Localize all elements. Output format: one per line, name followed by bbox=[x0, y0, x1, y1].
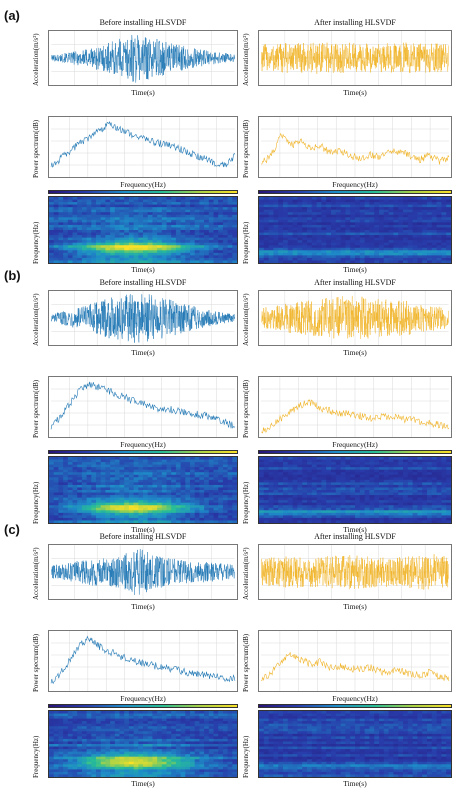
panel-letter: (c) bbox=[4, 522, 20, 537]
frequency-axis-label: Frequency(Hz) bbox=[258, 694, 452, 703]
acceleration-plot bbox=[258, 544, 452, 600]
acceleration-plot bbox=[48, 30, 238, 86]
acceleration-axis-label: Acceleration(m/s²) bbox=[242, 33, 250, 86]
acceleration-plot bbox=[258, 290, 452, 346]
acceleration-axis-label: Acceleration(m/s²) bbox=[32, 33, 40, 86]
spectrogram-svg bbox=[259, 197, 451, 263]
time-axis-label: Time(s) bbox=[48, 348, 238, 357]
time-axis-label: Time(s) bbox=[258, 602, 452, 611]
spectrogram-svg bbox=[49, 457, 237, 523]
colorbar bbox=[258, 450, 452, 454]
colorbar bbox=[48, 704, 238, 708]
spectrogram-svg bbox=[49, 197, 237, 263]
spectrogram-svg bbox=[49, 711, 237, 777]
power-axis-label: Power spectrum(dB) bbox=[32, 120, 40, 178]
power-spectrum-plot bbox=[258, 630, 452, 692]
acceleration-axis-label: Acceleration(m/s²) bbox=[242, 547, 250, 600]
acceleration-plot-svg bbox=[259, 31, 451, 85]
power-spectrum-plot bbox=[48, 116, 238, 178]
spectrogram bbox=[258, 710, 452, 778]
power-plot-svg bbox=[49, 377, 237, 437]
spectrogram-frequency-axis-label: Frequency(Hz) bbox=[32, 482, 40, 524]
time-axis-label: Time(s) bbox=[258, 348, 452, 357]
spectrogram-time-axis-label: Time(s) bbox=[258, 265, 452, 274]
power-plot-svg bbox=[49, 631, 237, 691]
acceleration-plot bbox=[48, 544, 238, 600]
acceleration-axis-label: Acceleration(m/s²) bbox=[32, 293, 40, 346]
acceleration-axis-label: Acceleration(m/s²) bbox=[242, 293, 250, 346]
spectrogram-frequency-axis-label: Frequency(Hz) bbox=[32, 222, 40, 264]
before-title: Before installing HLSVDF bbox=[43, 532, 243, 541]
frequency-axis-label: Frequency(Hz) bbox=[48, 694, 238, 703]
spectrogram bbox=[258, 196, 452, 264]
power-plot-svg bbox=[49, 117, 237, 177]
power-spectrum-plot bbox=[48, 376, 238, 438]
acceleration-plot bbox=[258, 30, 452, 86]
time-axis-label: Time(s) bbox=[258, 88, 452, 97]
panel-letter: (a) bbox=[4, 8, 20, 23]
grid-lines bbox=[261, 377, 449, 437]
time-axis-label: Time(s) bbox=[48, 88, 238, 97]
grid-lines bbox=[51, 377, 235, 437]
grid-lines bbox=[261, 117, 449, 177]
power-plot-svg bbox=[259, 631, 451, 691]
before-title: Before installing HLSVDF bbox=[43, 278, 243, 287]
spectrogram-time-axis-label: Time(s) bbox=[258, 779, 452, 788]
spectrogram-svg bbox=[259, 457, 451, 523]
panel-letter: (b) bbox=[4, 268, 21, 283]
power-axis-label: Power spectrum(dB) bbox=[242, 634, 250, 692]
power-axis-label: Power spectrum(dB) bbox=[242, 380, 250, 438]
power-spectrum-plot bbox=[258, 376, 452, 438]
spectrogram-time-axis-label: Time(s) bbox=[48, 265, 238, 274]
acceleration-plot-svg bbox=[49, 545, 237, 599]
power-axis-label: Power spectrum(dB) bbox=[32, 380, 40, 438]
colorbar bbox=[258, 190, 452, 194]
power-axis-label: Power spectrum(dB) bbox=[242, 120, 250, 178]
spectrogram bbox=[48, 710, 238, 778]
after-title: After installing HLSVDF bbox=[255, 278, 455, 287]
colorbar bbox=[48, 450, 238, 454]
acceleration-plot-svg bbox=[49, 31, 237, 85]
frequency-axis-label: Frequency(Hz) bbox=[258, 180, 452, 189]
after-title: After installing HLSVDF bbox=[255, 532, 455, 541]
power-axis-label: Power spectrum(dB) bbox=[32, 634, 40, 692]
spectrogram-time-axis-label: Time(s) bbox=[48, 779, 238, 788]
acceleration-plot-svg bbox=[49, 291, 237, 345]
spectrogram-frequency-axis-label: Frequency(Hz) bbox=[242, 482, 250, 524]
frequency-axis-label: Frequency(Hz) bbox=[48, 440, 238, 449]
spectrogram bbox=[258, 456, 452, 524]
after-title: After installing HLSVDF bbox=[255, 18, 455, 27]
acceleration-plot-svg bbox=[259, 291, 451, 345]
power-plot-svg bbox=[259, 117, 451, 177]
spectrogram bbox=[48, 196, 238, 264]
spectrogram-frequency-axis-label: Frequency(Hz) bbox=[242, 736, 250, 778]
colorbar bbox=[258, 704, 452, 708]
spectrogram bbox=[48, 456, 238, 524]
colorbar bbox=[48, 190, 238, 194]
power-plot-svg bbox=[259, 377, 451, 437]
spectrogram-svg bbox=[259, 711, 451, 777]
frequency-axis-label: Frequency(Hz) bbox=[258, 440, 452, 449]
time-axis-label: Time(s) bbox=[48, 602, 238, 611]
grid-lines bbox=[261, 631, 449, 691]
before-title: Before installing HLSVDF bbox=[43, 18, 243, 27]
acceleration-plot bbox=[48, 290, 238, 346]
power-spectrum-plot bbox=[258, 116, 452, 178]
spectrogram-frequency-axis-label: Frequency(Hz) bbox=[242, 222, 250, 264]
acceleration-axis-label: Acceleration(m/s²) bbox=[32, 547, 40, 600]
frequency-axis-label: Frequency(Hz) bbox=[48, 180, 238, 189]
power-spectrum-plot bbox=[48, 630, 238, 692]
spectrogram-frequency-axis-label: Frequency(Hz) bbox=[32, 736, 40, 778]
acceleration-plot-svg bbox=[259, 545, 451, 599]
grid-lines bbox=[51, 117, 235, 177]
